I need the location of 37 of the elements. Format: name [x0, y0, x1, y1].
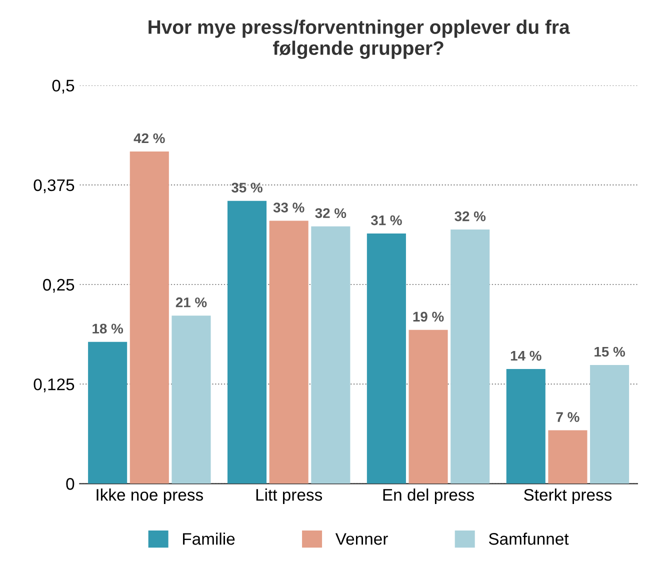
legend-label: Venner [335, 533, 388, 545]
data-label: 32 % [454, 211, 486, 222]
data-label: 32 % [315, 208, 346, 218]
data-label: 15 % [594, 346, 626, 357]
data-label: 33 % [273, 202, 304, 212]
bar [130, 151, 169, 484]
bar [506, 368, 546, 484]
data-label: 7 % [556, 412, 580, 422]
data-label: 14 % [510, 350, 542, 361]
x-tick-label: Litt press [256, 488, 322, 504]
bar [227, 200, 267, 484]
bar [88, 342, 128, 484]
x-tick-label: Sterkt press [524, 488, 612, 504]
legend-label: Familie [183, 532, 235, 545]
chart-title: Hvor mye press/forventninger opplever du fra følgende grupper? [148, 20, 570, 59]
bar [366, 234, 406, 484]
x-tick-label: Ikke noe press [96, 488, 203, 504]
bar [311, 226, 350, 484]
data-label: 35 % [232, 182, 262, 193]
y-tick-label: 0 [66, 478, 74, 490]
bar [172, 316, 211, 484]
bar [269, 220, 308, 484]
bar [408, 330, 448, 484]
y-tick-label: 0,375 [34, 179, 74, 194]
y-tick-label: 0,125 [34, 378, 74, 392]
bar [450, 230, 490, 484]
data-label: 19 % [413, 312, 444, 322]
bar [548, 430, 588, 484]
x-tick-label: En del press [383, 488, 474, 504]
bar [590, 364, 630, 484]
data-label: 18 % [92, 324, 124, 334]
y-tick-label: 0,25 [43, 278, 74, 293]
data-label: 42 % [134, 133, 165, 144]
y-tick-label: 0,5 [52, 80, 74, 94]
data-label: 31 % [370, 215, 402, 226]
legend-label: Samfunnet [488, 532, 569, 545]
data-label: 21 % [176, 297, 207, 308]
